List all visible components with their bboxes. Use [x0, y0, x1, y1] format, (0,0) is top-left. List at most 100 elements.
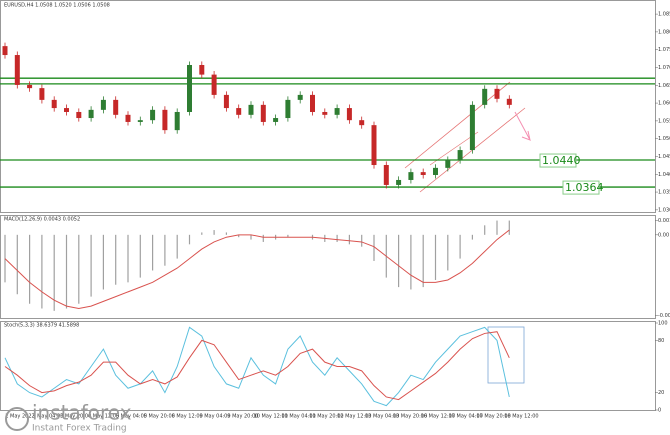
candle-body [27, 84, 33, 89]
y-tick-label: 1.0600 [658, 101, 670, 107]
x-tick-label: 6 May 12:00 [172, 414, 203, 420]
candle-body [14, 55, 20, 85]
x-tick-label: 3 May 20:00 [60, 414, 91, 420]
main-panel [0, 0, 656, 213]
candle-body [310, 94, 315, 112]
macd-title: MACD(12,26,9) 0.0043 0.0052 [4, 217, 80, 223]
candle-body [248, 104, 254, 115]
x-tick-label: 17 May 04:00 [449, 414, 483, 420]
x-tick-label: 16 May 12:00 [421, 414, 455, 420]
candle-body [211, 74, 217, 95]
y-tick-label: 100 [658, 321, 668, 327]
candle-body [408, 172, 414, 180]
level-box [562, 180, 600, 195]
y-tick-label: 0.00 [658, 232, 669, 238]
candle-body [223, 94, 229, 109]
y-tick-label: 0.00122 [658, 218, 670, 224]
y-tick-label: 1.0550 [658, 118, 670, 124]
candle-body [469, 104, 475, 151]
level-box [539, 153, 577, 168]
x-tick-label: 13 May 20:00 [393, 414, 427, 420]
y-tick-label: 20 [658, 390, 664, 396]
signal-line [4, 229, 510, 310]
x-tick-label: 11 May 20:00 [309, 414, 343, 420]
x-tick-label: 10 May 12:00 [254, 414, 288, 420]
candle-body [383, 165, 389, 185]
x-tick-label: 5 May 04:00 [116, 414, 147, 420]
candle-body [445, 160, 451, 168]
watermark: instaforex Instant Forex Trading [5, 401, 132, 434]
candle-body [88, 109, 94, 119]
x-tick-label: 2 May 2022 [5, 414, 34, 420]
candle-body [285, 99, 291, 119]
y-tick-label: 1.0700 [658, 65, 670, 71]
x-tick-label: 11 May 04:00 [281, 414, 315, 420]
candle-body [334, 108, 340, 115]
candle-body [39, 88, 45, 100]
x-tick-label: 5 May 20:00 [144, 414, 175, 420]
candle-body [174, 111, 180, 131]
y-tick-label: -0.00775 [658, 313, 670, 319]
stoch-line [4, 326, 510, 407]
watermark-subtext: Instant Forex Trading [32, 424, 127, 434]
candle-body [199, 65, 205, 75]
candle-body [482, 88, 488, 105]
candle-body [297, 94, 303, 100]
candle-body [359, 120, 365, 126]
x-tick-label: 17 May 20:00 [476, 414, 510, 420]
candle-body [2, 46, 8, 56]
logo [5, 407, 29, 431]
y-tick-label: 1.0750 [658, 47, 670, 53]
y-tick-label: 1.0300 [658, 207, 670, 213]
candle-body [187, 65, 192, 112]
candle-body [322, 111, 328, 115]
arrow [514, 111, 532, 141]
x-tick-label: 4 May 12:00 [88, 414, 119, 420]
macd-panel [0, 215, 656, 319]
x-tick-label: 18 May 12:00 [504, 414, 538, 420]
y-tick-label: 1.0400 [658, 172, 670, 178]
chart-title: EURUSD,H4 1.0508 1.0520 1.0506 1.0508 [4, 3, 110, 9]
candle-body [51, 99, 57, 109]
y-tick-label: 1.0350 [658, 190, 670, 196]
candle-body [396, 179, 402, 185]
candle-body [420, 172, 426, 175]
candle-body [125, 114, 131, 122]
candle-body [236, 108, 242, 115]
x-tick-label: 9 May 20:00 [227, 414, 258, 420]
candle-body [457, 150, 463, 161]
y-tick-label: 1.0450 [658, 154, 670, 160]
y-tick-label: 1.0800 [658, 29, 670, 35]
level-label: 1.0364 [565, 181, 604, 194]
stoch-panel [0, 321, 656, 411]
candle-body [506, 98, 512, 105]
candle-body [433, 167, 438, 175]
candle-body [273, 118, 279, 122]
candle-body [100, 99, 106, 110]
y-tick-label: 1.0650 [658, 83, 670, 89]
candle-body [260, 104, 266, 122]
watermark-text: instaforex [32, 401, 132, 425]
stoch-title: Stoch(5,3,3) 38.6379 41.5898 [4, 323, 79, 329]
y-tick-label: 80 [658, 338, 664, 344]
candle-body [137, 120, 143, 122]
channel-line [404, 81, 511, 169]
y-tick-label: 0 [658, 408, 661, 414]
x-tick-label: 3 May 04:00 [32, 414, 63, 420]
x-tick-label: 13 May 04:00 [365, 414, 399, 420]
candle-body [64, 108, 69, 112]
candle-body [494, 88, 500, 99]
x-tick-label: 9 May 04:00 [199, 414, 230, 420]
candle-body [346, 108, 352, 121]
candle-body [150, 109, 156, 121]
stoch-line [4, 331, 510, 401]
level-label: 1.0440 [542, 154, 581, 167]
y-tick-label: 1.0850 [658, 12, 670, 18]
candle-body [162, 109, 168, 131]
x-tick-label: 12 May 12:00 [337, 414, 371, 420]
y-tick-label: 1.0500 [658, 136, 670, 142]
candle-body [371, 125, 377, 166]
candle-body [113, 99, 119, 115]
candle-body [76, 111, 82, 119]
